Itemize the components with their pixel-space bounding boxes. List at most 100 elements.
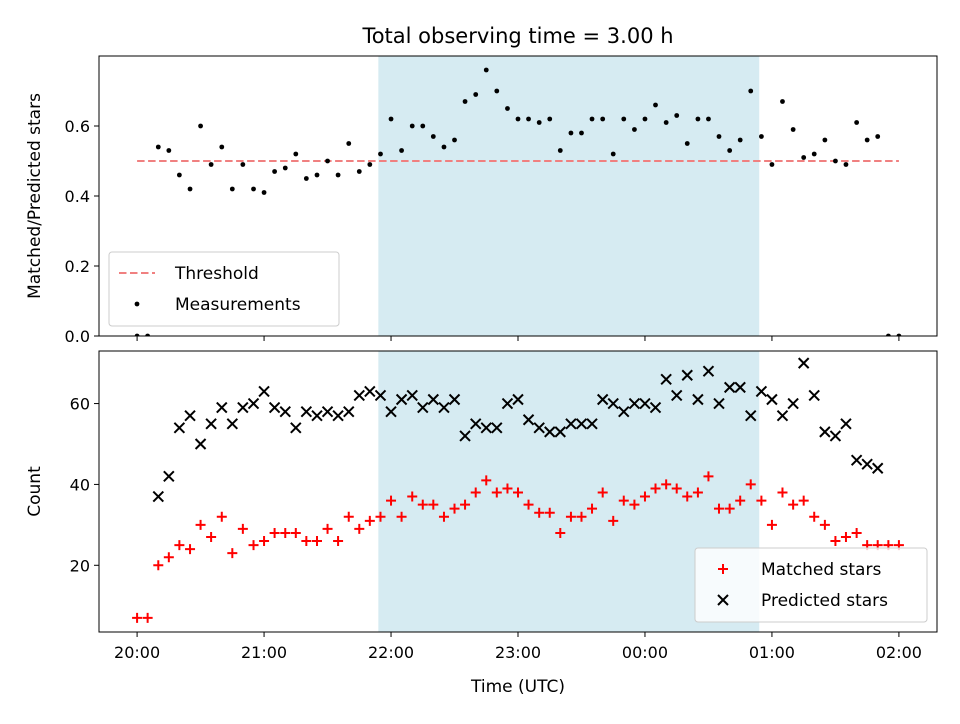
matched-stars-point [259,536,270,547]
predicted-stars-point [819,426,831,438]
matched-stars-point [407,491,418,502]
matched-stars-point [777,487,788,498]
matched-stars-point [153,560,164,571]
matched-stars-point [671,483,682,494]
measurements-point [219,144,225,150]
measurements-point [610,151,616,157]
measurements-point [388,116,394,122]
matched-stars-point [682,491,693,502]
matched-stars-point [565,511,576,522]
measurements-point [706,116,711,122]
predicted-stars-point [544,426,556,438]
legend-box [108,251,340,327]
legend-label: Measurements [175,295,301,315]
matched-stars-point [703,471,714,482]
measurements-point [885,333,891,336]
measurements-point [145,333,151,336]
matched-stars-point [195,519,206,530]
predicted-stars-point [205,418,217,430]
predicted-stars-point [671,389,683,402]
matched-stars-point [248,540,259,551]
matched-stars-point [396,511,407,522]
predicted-stars-point [290,422,302,434]
predicted-stars-point [491,422,503,434]
measurements-point [134,333,140,336]
measurements-point [663,120,669,125]
legend-marker [717,594,729,606]
measurements-point [240,162,246,167]
predicted-stars-point [755,385,768,398]
y-tick-label: 0.0 [65,327,90,346]
measurements-point [367,162,373,167]
x-tick-label: 01:00 [749,643,795,662]
matched-stars-point [618,495,629,506]
measurements-point [409,123,415,129]
measurements-point [176,172,182,178]
measurements-point [674,113,680,118]
measurements-point [684,141,690,146]
matched-stars-point [312,536,323,547]
predicted-stars-point [184,409,196,422]
measurements-point [632,127,637,132]
figure-title: Total observing time = 3.00 h [361,24,673,48]
measurements-point [801,155,807,160]
measurements-point [695,116,701,122]
predicted-stars-point [575,418,588,430]
data-points [132,357,904,623]
predicted-stars-point [163,470,175,483]
matched-stars-point [333,536,344,547]
predicted-stars-point [554,426,566,438]
measurements-point [346,141,352,146]
predicted-stars-point [745,409,757,422]
matched-stars-point [534,507,545,518]
predicted-stars-point [427,393,440,406]
legend-box [694,547,928,623]
predicted-stars-point [237,401,249,414]
matched-stars-point [735,495,746,506]
predicted-stars-point [829,430,842,442]
measurements-point [547,116,553,122]
predicted-stars-point [639,397,651,410]
predicted-stars-point [332,409,344,422]
predicted-stars-point [343,405,355,418]
predicted-stars-point [321,405,334,418]
predicted-stars-point [173,422,186,434]
measurements-point [526,116,531,122]
matched-stars-point [650,483,661,494]
matched-stars-point [185,544,196,555]
measurements-point [811,151,817,157]
matched-stars-point [174,540,185,551]
matched-stars-point [375,511,386,522]
predicted-stars-point [438,401,450,414]
matched-stars-point [608,515,619,526]
measurements-point [430,134,436,139]
predicted-stars-point [565,418,577,430]
predicted-stars-point [808,389,820,402]
measurements-point [420,123,426,129]
matched-stars-point [587,503,598,514]
predicted-stars-point [279,405,291,418]
matched-stars-point [481,475,492,486]
measurements-point [536,120,542,125]
measurements-point [272,169,277,174]
predicted-stars-point [607,397,619,410]
measurements-point [579,130,584,136]
measurements-point [790,127,796,132]
predicted-stars-point [692,393,704,406]
matched-stars-point [576,511,587,522]
predicted-stars-point [152,490,165,503]
measurements-point [166,148,172,153]
measurements-point [515,116,521,122]
y-axis-label: Matched/Predicted stars [25,93,45,299]
matched-stars-point [449,503,460,514]
matched-stars-point [417,499,428,510]
matched-stars-point [809,511,820,522]
predicted-stars-point [628,397,641,410]
y-tick-label: 0.6 [65,117,90,136]
matched-stars-point [470,487,481,498]
predicted-stars-point [417,401,429,414]
matched-stars-point [290,527,301,538]
matched-stars-point [216,511,227,522]
matched-stars-point [301,536,312,547]
measurements-point [378,151,383,157]
